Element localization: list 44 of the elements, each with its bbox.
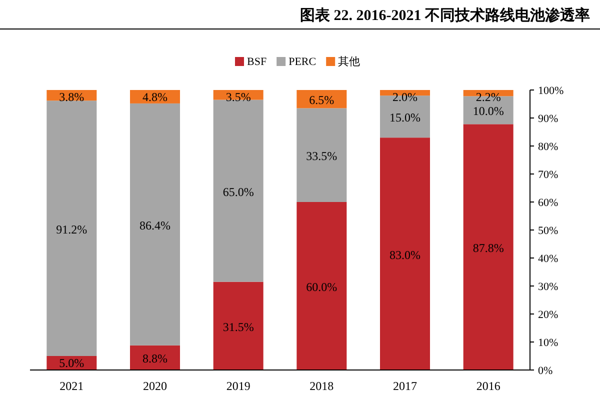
y-tick-label: 90% <box>538 113 558 125</box>
legend-label: BSF <box>247 56 267 68</box>
text: 83.0% <box>390 248 420 262</box>
y-tick-label: 10% <box>538 337 558 349</box>
text: 31.5% <box>222 320 254 334</box>
x-tick-label: 2019 <box>226 379 250 393</box>
bar <box>46 100 97 356</box>
text: 8.8% <box>142 352 168 366</box>
text: 4.8% <box>142 90 168 104</box>
text: 65.0% <box>222 184 254 199</box>
y-tick-label: 80% <box>538 141 558 153</box>
x-tick-label: 2016 <box>476 379 500 393</box>
text: 33.5% <box>306 149 338 164</box>
chart-title: 图表 22. 2016-2021 不同技术路线电池渗透率 <box>300 6 590 24</box>
bar <box>296 202 347 370</box>
bar <box>130 103 180 346</box>
text: 86.4% <box>140 218 170 232</box>
x-tick-label: 2017 <box>393 379 417 393</box>
legend-label: 其他 <box>338 55 360 68</box>
bar <box>213 282 264 370</box>
y-tick-label: 50% <box>538 225 558 237</box>
bar <box>296 108 347 202</box>
text: 10.0% <box>472 104 504 118</box>
bar <box>380 138 430 370</box>
bar <box>463 124 514 370</box>
x-tick-label: 2018 <box>310 379 334 393</box>
text: 3.8% <box>59 90 84 104</box>
y-tick-label: 20% <box>538 309 558 321</box>
text: 87.8% <box>472 241 504 256</box>
text: 6.5% <box>309 93 334 108</box>
y-tick-label: 40% <box>538 253 558 265</box>
y-tick-label: 60% <box>538 197 558 209</box>
x-tick-label: 2021 <box>60 379 84 393</box>
text: 91.2% <box>56 222 88 236</box>
y-tick-label: 70% <box>538 169 558 181</box>
text: 15.0% <box>390 110 420 125</box>
legend-label: PERC <box>288 56 316 68</box>
x-tick-label: 2020 <box>143 379 167 393</box>
y-tick-label: 30% <box>538 281 558 293</box>
bar <box>213 100 264 282</box>
y-tick-label: 100% <box>538 85 564 97</box>
y-tick-label: 0% <box>538 365 553 377</box>
text: 60.0% <box>306 280 338 294</box>
text: 5.0% <box>59 356 84 370</box>
